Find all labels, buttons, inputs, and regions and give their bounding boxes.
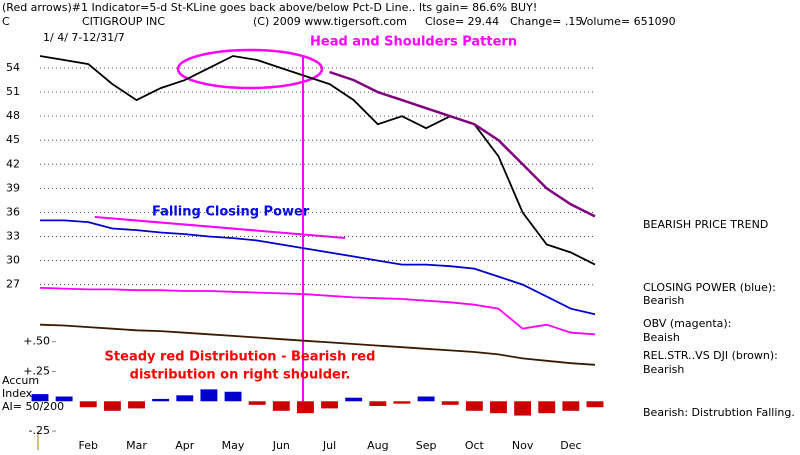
accum-bar	[321, 401, 339, 409]
y-tick-label: 51	[6, 85, 20, 98]
x-tick-label: Apr	[175, 439, 195, 452]
header-text: Close= 29.44	[425, 15, 499, 28]
x-tick-label: Aug	[367, 439, 388, 452]
y-tick-label: 48	[6, 109, 20, 122]
x-tick-label: Sep	[416, 439, 437, 452]
accum-bar	[272, 401, 290, 411]
x-tick-label: Feb	[79, 439, 98, 452]
side-note: Bearish	[643, 294, 684, 307]
annotation: Head and Shoulders Pattern	[310, 35, 517, 50]
accum-bar	[55, 396, 73, 402]
accum-bar	[465, 401, 483, 411]
header-text: (C) 2009 www.tigersoft.com	[253, 15, 407, 28]
y2-tick-label: +.25	[23, 365, 50, 378]
header-text: Change= .15	[510, 15, 582, 28]
series-line	[40, 219, 596, 316]
y-tick-label: 30	[6, 254, 20, 267]
accum-bar	[538, 401, 556, 414]
header-text: Volume= 651090	[580, 15, 676, 28]
annotation: distribution on right shoulder.	[130, 368, 351, 383]
x-tick-label: Mar	[126, 439, 147, 452]
series-line	[329, 70, 596, 218]
y-tick-label: 27	[6, 278, 20, 291]
accum-bar	[79, 401, 97, 408]
accum-bar	[176, 395, 194, 402]
accum-bar	[562, 401, 580, 411]
accum-bar	[128, 401, 145, 409]
x-tick-label: Jul	[322, 439, 336, 452]
accum-bar	[103, 401, 121, 411]
accum-bar	[514, 401, 532, 416]
header-text: CITIGROUP INC	[82, 15, 165, 28]
y-tick-label: 45	[6, 133, 20, 146]
accum-bar	[586, 401, 604, 408]
x-tick-label: Dec	[560, 439, 581, 452]
title: (Red arrows)#1 Indicator=5-d St-KLine go…	[2, 1, 537, 14]
annotation: Steady red Distribution - Bearish red	[105, 350, 376, 365]
accum-bar	[248, 401, 266, 405]
y2-tick-label: -.25	[29, 424, 50, 437]
accum-bar	[369, 401, 387, 407]
date-range: 1/ 4/ 7-12/31/7	[43, 31, 125, 44]
x-tick-label: May	[222, 439, 245, 452]
y-tick-label: 33	[6, 229, 20, 242]
side-note: OBV (magenta):	[643, 317, 731, 330]
pattern-ellipse	[176, 48, 324, 90]
y2-tick-label: +.50	[23, 335, 50, 348]
accum-bar	[490, 401, 507, 414]
accum-bar	[152, 398, 170, 402]
accum-bar	[345, 397, 363, 402]
y-tick-label: 54	[6, 61, 20, 74]
annotation: Falling Closing Power	[152, 205, 310, 220]
header-text: C	[2, 15, 10, 28]
x-tick-label: Jun	[272, 439, 290, 452]
accum-label: Index	[2, 387, 33, 400]
side-note: Bearish: Distrubtion Falling.	[643, 406, 795, 419]
accum-bar	[224, 391, 242, 402]
y-tick-label: 39	[6, 181, 20, 194]
x-tick-label: Nov	[512, 439, 534, 452]
series-line	[39, 55, 596, 266]
accum-bar	[200, 389, 218, 402]
accum-label: AI= 50/200	[2, 400, 64, 413]
y-tick-label: 42	[6, 157, 20, 170]
accum-bar	[393, 401, 411, 404]
x-tick-label: Oct	[465, 439, 485, 452]
accum-label: Accum	[2, 374, 39, 387]
side-note: Beaish	[643, 331, 680, 344]
side-note: BEARISH PRICE TREND	[643, 218, 768, 231]
side-note: Bearish	[643, 363, 684, 376]
trend-line	[94, 216, 346, 239]
accum-bar	[441, 401, 459, 405]
series-line	[39, 323, 596, 366]
accum-bar	[296, 401, 314, 414]
series-line	[39, 286, 596, 336]
side-note: REL.STR..VS DJI (brown):	[643, 349, 778, 362]
side-note: CLOSING POWER (blue):	[643, 281, 776, 294]
y-tick-label: 36	[6, 205, 20, 218]
accum-bar	[417, 396, 435, 402]
accum-bar	[31, 394, 49, 402]
